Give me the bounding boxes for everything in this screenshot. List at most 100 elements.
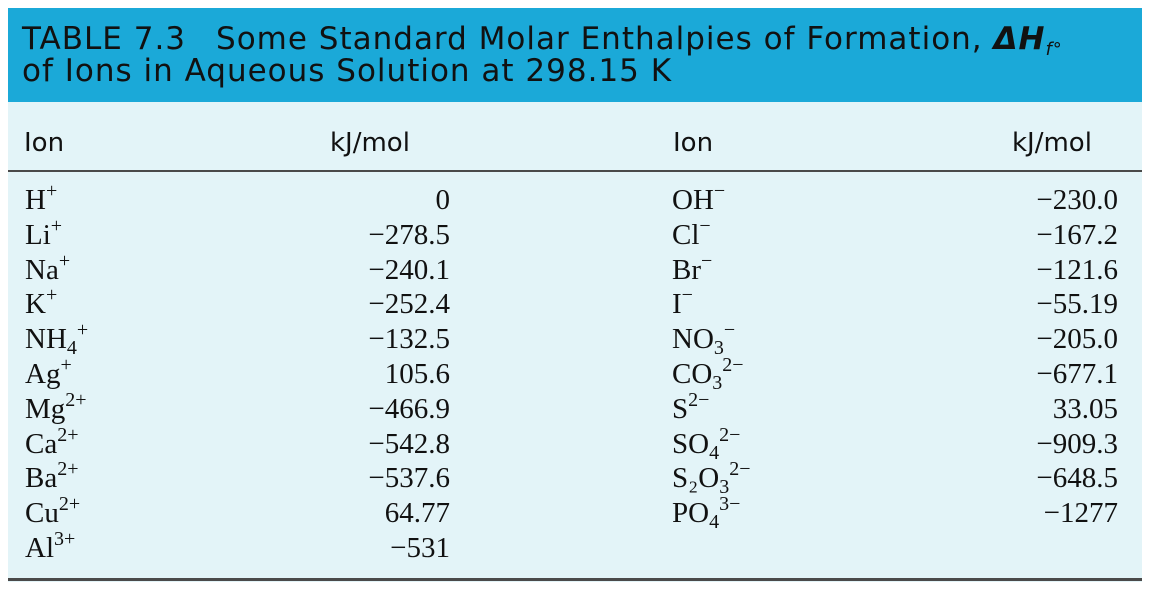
enthalpy-value-right: −648.5: [1036, 462, 1118, 495]
ion-charge: −: [723, 319, 736, 342]
ion-symbol: Li: [25, 218, 51, 251]
ion-symbol: Cl: [672, 218, 700, 251]
ion-column-right: OH− Cl− Br− I− NO3− CO32− S2− SO42− S₂O32− PO43−: [672, 180, 751, 534]
ion-cell-left: Ag+: [25, 353, 88, 392]
column-header-ion-left: Ion: [24, 128, 65, 158]
ion-cell-right: SO42−: [672, 425, 750, 464]
table-title-line-2: of Ions in Aqueous Solution at 298.15 K: [22, 53, 673, 89]
column-header-ion-right: Ion: [673, 128, 714, 158]
ion-charge: +: [50, 214, 63, 237]
ion-cell-left: Al3+: [25, 527, 88, 566]
ion-subscript: 4: [709, 441, 720, 464]
table-title-line-1: TABLE 7.3 Some Standard Molar Enthalpies …: [22, 22, 1063, 61]
ion-cell-left: Na+: [25, 249, 88, 288]
ion-charge: +: [76, 319, 89, 342]
ion-cell-left: NH4+: [25, 319, 89, 360]
ion-charge: 2+: [58, 493, 81, 516]
ion-cell-left: Mg2+: [25, 388, 88, 427]
ion-symbol: PO: [672, 497, 710, 530]
enthalpy-value-right: −205.0: [1036, 323, 1118, 356]
column-header-unit-left: kJ/mol: [330, 128, 410, 158]
enthalpy-value-right: −167.2: [1036, 218, 1118, 251]
enthalpy-symbol-subscript: f°: [1045, 39, 1063, 60]
ion-charge: 3−: [719, 493, 741, 516]
ion-cell-right: CO32−: [672, 353, 750, 394]
ion-subscript: 3: [713, 337, 724, 360]
ion-charge: 2+: [57, 423, 79, 446]
ion-symbol: CO: [672, 357, 713, 390]
ion-charge: 2−: [729, 458, 751, 481]
ion-charge: −: [701, 249, 713, 272]
ion-cell-left: Li+: [25, 214, 88, 253]
ion-cell-right: PO43−: [672, 493, 750, 534]
enthalpy-value-left: −132.5: [368, 323, 450, 356]
enthalpy-symbol: ΔH: [993, 21, 1046, 57]
ion-symbol: S₂O: [672, 462, 720, 495]
ion-charge: −: [713, 180, 726, 202]
ion-cell-left: Ca2+: [25, 423, 88, 462]
ion-subscript: 3: [712, 371, 723, 394]
ion-subscript: 3: [719, 476, 730, 499]
ion-cell-left: K+: [25, 285, 88, 322]
column-header-unit-right: kJ/mol: [1012, 128, 1092, 158]
ion-cell-right: Br−: [672, 249, 750, 288]
enthalpy-value-left: 64.77: [384, 497, 450, 530]
ion-charge: +: [60, 353, 72, 376]
ion-symbol: NO: [672, 323, 714, 356]
enthalpy-value-left: 0: [435, 184, 451, 216]
ion-cell-right: OH−: [672, 180, 750, 218]
ion-charge: 2−: [722, 353, 744, 376]
enthalpy-value-right: −1277: [1043, 497, 1118, 530]
table-title-banner: TABLE 7.3 Some Standard Molar Enthalpies …: [8, 8, 1142, 102]
ion-subscript: 4: [709, 511, 720, 534]
ion-cell-left: Cu2+: [25, 493, 88, 531]
ion-cell-right: S₂O32−: [672, 458, 751, 499]
ion-symbol: Cu: [25, 497, 59, 530]
ion-symbol: Ba: [25, 462, 58, 495]
enthalpy-value-left: −542.8: [368, 427, 450, 460]
ion-cell-right: Cl−: [672, 214, 750, 253]
ion-cell-right: S2−: [672, 388, 750, 427]
value-column-left: 0 −278.5 −240.1 −252.4 −132.5 105.6 −466.9 −542…: [328, 183, 450, 566]
enthalpy-value-right: −230.0: [1036, 184, 1118, 216]
enthalpy-value-left: −252.4: [368, 288, 450, 321]
enthalpy-value-left: −537.6: [368, 462, 450, 495]
table-title-text: Some Standard Molar Enthalpies of Format…: [216, 21, 994, 57]
ion-charge: 2−: [688, 388, 710, 411]
ion-cell-left: H+: [25, 180, 88, 218]
ion-symbol: Al: [25, 531, 54, 564]
enthalpy-value-right: −677.1: [1036, 357, 1118, 390]
value-column-right: −230.0 −167.2 −121.6 −55.19 −205.0 −677.1 33.0…: [968, 183, 1118, 531]
ion-symbol: Na: [25, 253, 59, 286]
enthalpy-value-left: 105.6: [384, 357, 450, 390]
ion-symbol: Ag: [25, 357, 61, 390]
ion-symbol: Br: [672, 253, 701, 286]
ion-cell-left: Ba2+: [25, 458, 88, 496]
ion-charge: +: [45, 180, 58, 202]
ion-symbol: NH: [25, 323, 67, 356]
ion-subscript: 4: [66, 337, 77, 360]
table-number: TABLE 7.3: [22, 21, 187, 57]
ion-charge: 3+: [54, 527, 76, 550]
ion-charge: −: [699, 214, 711, 237]
ion-symbol: Ca: [25, 427, 58, 460]
enthalpy-value-right: −909.3: [1036, 427, 1118, 460]
bottom-rule: [8, 578, 1142, 581]
ion-cell-right: NO3−: [672, 319, 750, 360]
ion-symbol: H: [25, 184, 46, 216]
ion-symbol: S: [672, 392, 689, 425]
ion-charge: −: [681, 284, 693, 307]
enthalpy-value-left: −531: [390, 531, 450, 564]
ion-charge: +: [58, 249, 71, 272]
ion-symbol: Mg: [25, 392, 66, 425]
enthalpy-value-left: −240.1: [368, 253, 450, 286]
enthalpy-value-right: −55.19: [1036, 288, 1118, 321]
ion-charge: 2+: [57, 458, 79, 481]
ion-symbol: SO: [672, 427, 710, 460]
enthalpy-value-left: −278.5: [368, 218, 450, 251]
enthalpy-value-right: −121.6: [1036, 253, 1118, 286]
ion-column-left: H+ Li+ Na+ K+ NH4+ Ag+ Mg2+ Ca2+ Ba2+ Cu2+ Al3+: [25, 180, 89, 566]
ion-symbol: I: [672, 288, 682, 321]
ion-charge: 2+: [65, 388, 87, 411]
ion-cell-right: I−: [672, 284, 750, 322]
